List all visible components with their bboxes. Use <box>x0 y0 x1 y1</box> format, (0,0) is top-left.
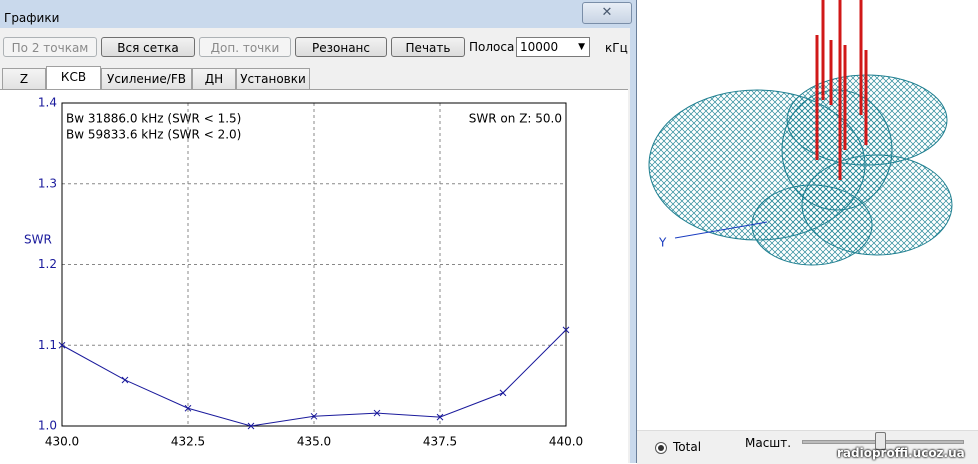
x-tick-label: 437.5 <box>423 435 457 449</box>
x-tick-label: 430.0 <box>45 435 79 449</box>
point-marker <box>58 341 66 349</box>
x-tick-label: 435.0 <box>297 435 331 449</box>
bottom-panel: Total Масшт. radioproffi.ucoz.ua <box>637 430 978 464</box>
y-tick-label: 1.2 <box>38 257 57 271</box>
annotation: Bw 59833.6 kHz (SWR < 2.0) <box>66 128 241 142</box>
pattern-3d: Y <box>648 0 953 266</box>
tab[interactable]: Усиление/FB <box>101 68 192 89</box>
button[interactable]: Вся сетка <box>101 37 195 57</box>
axis-line <box>674 221 768 239</box>
button[interactable]: Печать <box>391 37 465 57</box>
current-lines <box>815 0 868 180</box>
point-marker <box>499 389 507 397</box>
plot-frame <box>61 102 567 427</box>
point-marker <box>247 422 255 430</box>
annotation: Bw 31886.0 kHz (SWR < 1.5) <box>66 112 241 126</box>
band-value: 10000 <box>520 40 559 54</box>
watermark: radioproffi.ucoz.ua <box>837 446 965 460</box>
graphs-window: Графики ✕ По 2 точкам Вся сетка Доп. точ… <box>0 0 637 464</box>
point-marker <box>436 413 444 421</box>
tab[interactable]: ДН <box>192 68 236 89</box>
window-title: Графики <box>4 11 60 25</box>
band-label: Полоса <box>469 40 515 54</box>
point-marker <box>562 326 570 334</box>
button[interactable]: Резонанс <box>295 37 387 57</box>
annotation: SWR on Z: 50.0 <box>469 112 562 126</box>
pattern-mesh <box>648 74 953 266</box>
close-button[interactable]: ✕ <box>582 2 632 24</box>
y-tick-label: 1.1 <box>38 338 57 352</box>
radio-label: Total <box>673 440 702 454</box>
point-marker <box>121 376 129 384</box>
tab-active[interactable]: КСВ <box>46 66 101 90</box>
axis-label: Y <box>658 236 667 250</box>
button[interactable]: Доп. точки <box>199 37 291 57</box>
slider-thumb[interactable] <box>875 432 886 450</box>
y-tick-label: 1.0 <box>38 419 57 433</box>
scale-label: Масшт. <box>745 436 792 450</box>
tab[interactable]: Установки <box>236 68 310 89</box>
y-tick-label: 1.3 <box>38 176 57 190</box>
radio-button[interactable] <box>655 442 667 454</box>
tab[interactable]: Z <box>2 68 46 89</box>
x-tick-label: 440.0 <box>549 435 583 449</box>
band-unit: кГц <box>605 41 628 55</box>
x-tick-label: 432.5 <box>171 435 205 449</box>
y-axis-label: SWR <box>24 233 52 247</box>
point-marker <box>373 409 381 417</box>
band-select[interactable]: 10000 ▼ <box>516 37 590 57</box>
button[interactable]: По 2 точкам <box>3 37 97 57</box>
y-tick-label: 1.4 <box>38 96 57 110</box>
chart: SWR Bw 31886.0 kHz (SWR < 1.5) Bw 59833.… <box>24 96 583 449</box>
point-marker <box>310 412 318 420</box>
point-marker <box>184 404 192 412</box>
